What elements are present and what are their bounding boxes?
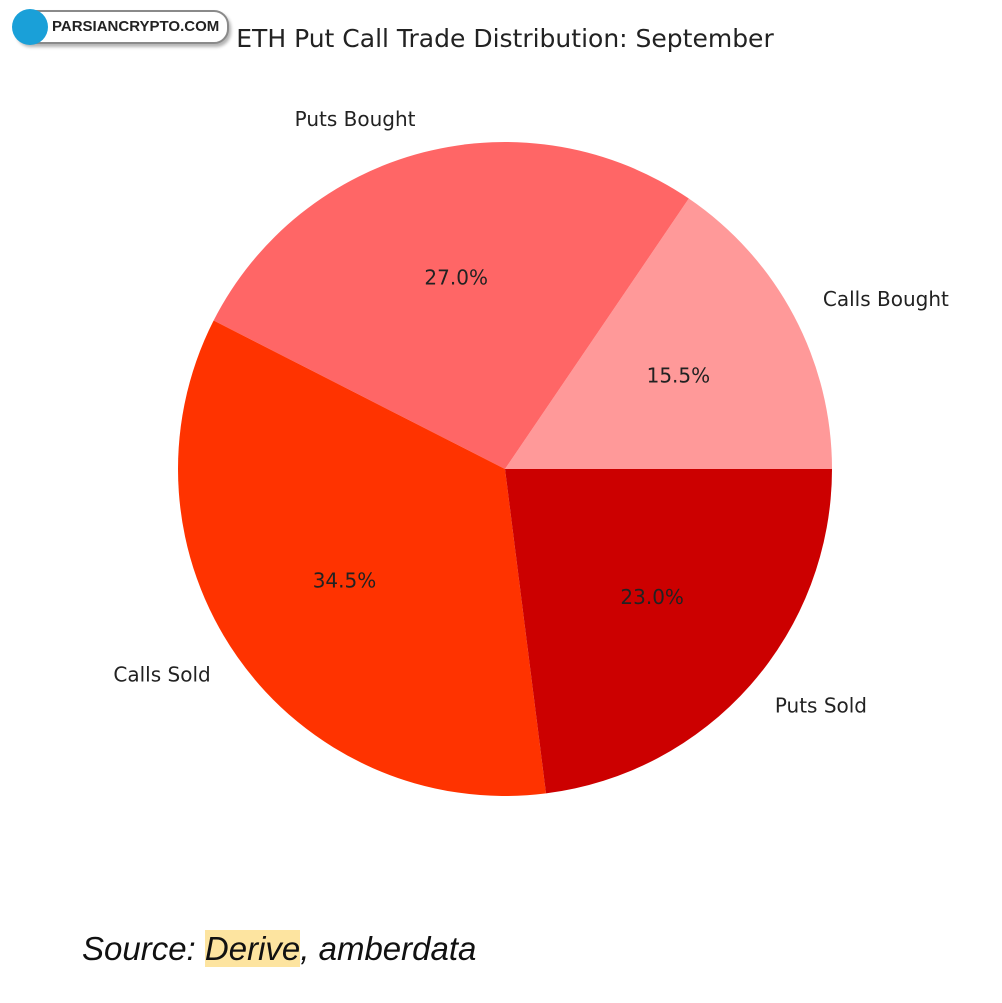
slice-label: Puts Bought [295, 107, 416, 131]
value-label: 15.5% [647, 364, 711, 388]
slice-label: Calls Bought [823, 287, 949, 311]
slice-label: Puts Sold [775, 693, 867, 717]
source: Source: Derive, amberdata [82, 930, 476, 968]
source-prefix: Source: [82, 930, 196, 967]
value-label: 23.0% [620, 585, 684, 609]
pie-slice [505, 198, 832, 469]
chart-title: ETH Put Call Trade Distribution: Septemb… [236, 24, 774, 53]
slice-label: Calls Sold [113, 662, 210, 686]
watermark: PARSIANCRYPTO.COM [12, 9, 230, 45]
value-label: 27.0% [424, 265, 488, 289]
pie-slice [505, 469, 832, 794]
value-label: 34.5% [313, 568, 377, 592]
pie-slice [177, 320, 546, 796]
watermark-text: PARSIANCRYPTO.COM [52, 18, 220, 35]
source-suffix: , amberdata [300, 930, 477, 967]
pie-slice [213, 141, 689, 469]
logo [12, 9, 48, 45]
source-highlight: Derive [204, 930, 301, 967]
